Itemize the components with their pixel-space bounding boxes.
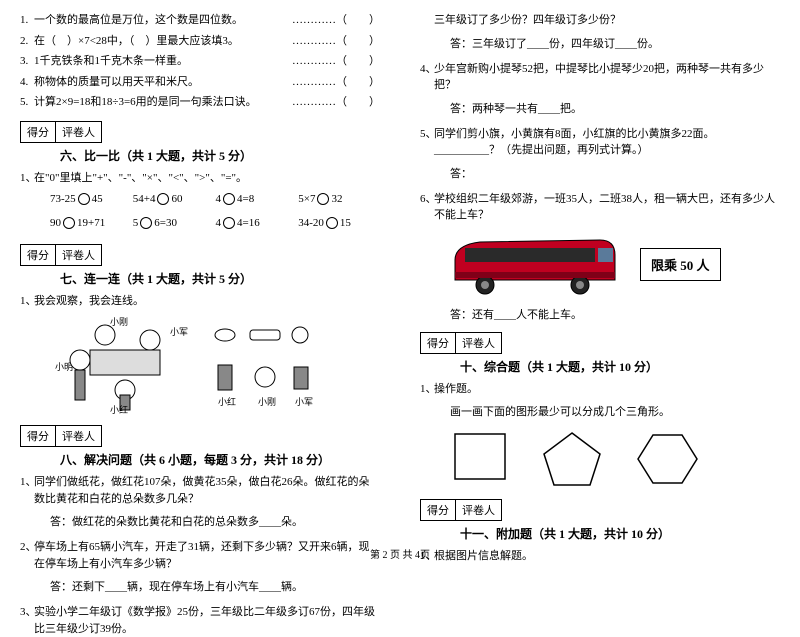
- section-6-title: 六、比一比（共 1 大题，共计 5 分）: [60, 147, 380, 164]
- section-7-title: 七、连一连（共 1 大题，共计 5 分）: [60, 270, 380, 287]
- score-box: 得分 评卷人: [20, 425, 380, 447]
- judge-item: 3.1千克铁条和1千克木条一样重。…………（ ）: [20, 53, 380, 70]
- q8-4: 4、少年宫新购小提琴52把，中提琴比小提琴少20把，两种琴一共有多少把？: [420, 61, 780, 94]
- svg-text:小红: 小红: [110, 404, 128, 415]
- score-box: 得分 评卷人: [20, 244, 380, 266]
- section-8-title: 八、解决问题（共 6 小题，每题 3 分，共计 18 分）: [60, 451, 380, 468]
- q-text: 一个数的最高位是万位，这个数是四位数。: [34, 12, 292, 29]
- q8-6: 6、学校组织二年级郊游，一班35人，二班38人，租一辆大巴，还有多少人不能上车？: [420, 191, 780, 224]
- q8-6-answer: 答：还有____人不能上车。: [450, 306, 780, 322]
- score-box: 得分 评卷人: [420, 332, 780, 354]
- judge-item: 1.一个数的最高位是万位，这个数是四位数。…………（ ）: [20, 12, 380, 29]
- judge-item: 2.在（ ）×7<28中，（ ）里最大应该填3。…………（ ）: [20, 33, 380, 50]
- q8-5: 5、同学们剪小旗，小黄旗有8面，小红旗的比小黄旗多22面。__________？…: [420, 126, 780, 159]
- judge-item: 4.称物体的质量可以用天平和米尺。…………（ ）: [20, 74, 380, 91]
- pentagon-shape: [540, 429, 605, 489]
- sec10-prompt: 1、操作题。: [420, 381, 780, 398]
- judge-item: 5.计算2×9=18和18÷3=6用的是同一句乘法口诀。…………（ ）: [20, 94, 380, 111]
- q8-2-answer: 答：还剩下____辆，现在停车场上有小汽车____辆。: [50, 578, 380, 594]
- score-box: 得分 评卷人: [420, 499, 780, 521]
- score-box: 得分 评卷人: [20, 121, 380, 143]
- section-10-title: 十、综合题（共 1 大题，共计 10 分）: [460, 358, 780, 375]
- eq-row: 9019+71 56=30 44=16 34-2015: [50, 214, 380, 234]
- paren: …………（ ）: [292, 12, 380, 29]
- q-num: 1.: [20, 12, 34, 29]
- circle-blank: [78, 193, 90, 205]
- score-cell: 得分: [20, 121, 56, 143]
- q8-3: 3、实验小学二年级订《数学报》25份，三年级比二年级多订67份，四年级比三年级少…: [20, 604, 380, 637]
- sec10-sub: 画一画下面的图形最少可以分成几个三角形。: [450, 403, 780, 419]
- eq-row: 73-2545 54+460 44=8 5×732: [50, 190, 380, 210]
- bus-icon: [450, 230, 620, 300]
- connect-illustration: 小刚 小军 小明 小红 小红 小刚 小军: [50, 315, 380, 415]
- hexagon-shape: [635, 429, 700, 489]
- label-b3: 小军: [295, 397, 313, 407]
- page-footer: 第 2 页 共 4页: [0, 546, 800, 561]
- q8-4-answer: 答：两种琴一共有____把。: [450, 100, 780, 116]
- q8-3-answer: 答：三年级订了____份，四年级订____份。: [450, 35, 780, 51]
- q8-1: 1、同学们做纸花，做红花107朵，做黄花35朵，做白花26朵。做红花的朵数比黄花…: [20, 474, 380, 507]
- label-b1: 小红: [218, 396, 236, 407]
- label-b2: 小刚: [258, 397, 276, 407]
- shapes-row: [450, 429, 780, 489]
- bus-capacity-label: 限乘 50 人: [640, 248, 721, 281]
- square-shape: [450, 429, 510, 484]
- section-11-title: 十一、附加题（共 1 大题，共计 10 分）: [460, 525, 780, 542]
- q8-1-answer: 答：做红花的朵数比黄花和白花的总朵数多____朵。: [50, 513, 380, 529]
- sec7-prompt: 1、我会观察，我会连线。: [20, 293, 380, 310]
- grader-cell: 评卷人: [56, 121, 102, 143]
- q8-5-answer: 答：: [450, 165, 780, 181]
- q8-3-cont: 三年级订了多少份？四年级订多少份？: [420, 12, 780, 29]
- sec6-prompt: 1、在"0"里填上"+"、"-"、"×"、"<"、">"、"="。: [20, 170, 380, 187]
- label-tr: 小军: [170, 327, 188, 337]
- bus-illustration: 限乘 50 人: [450, 230, 780, 300]
- judge-list: 1.一个数的最高位是万位，这个数是四位数。…………（ ） 2.在（ ）×7<28…: [20, 12, 380, 111]
- label-tl: 小刚: [110, 317, 128, 327]
